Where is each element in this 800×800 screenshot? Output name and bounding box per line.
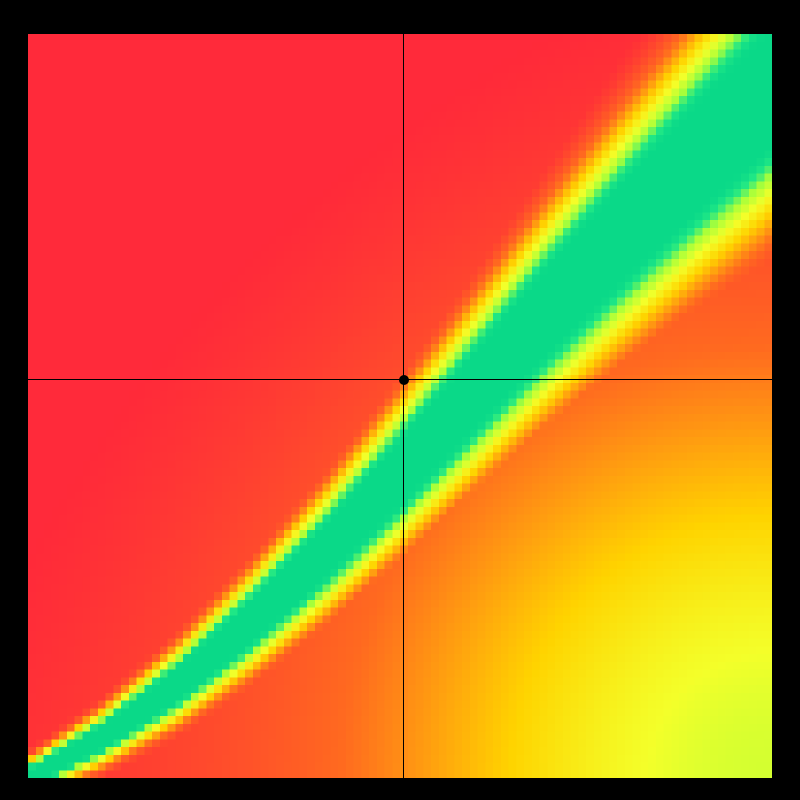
plot-border-top	[0, 0, 800, 34]
plot-border-right	[772, 0, 800, 800]
bottleneck-heatmap	[28, 34, 772, 778]
crosshair-vertical	[403, 34, 404, 778]
crosshair-marker	[399, 375, 409, 385]
plot-border-bottom	[0, 778, 800, 800]
plot-border-left	[0, 0, 28, 800]
stage: TheBottleneck.com	[0, 0, 800, 800]
